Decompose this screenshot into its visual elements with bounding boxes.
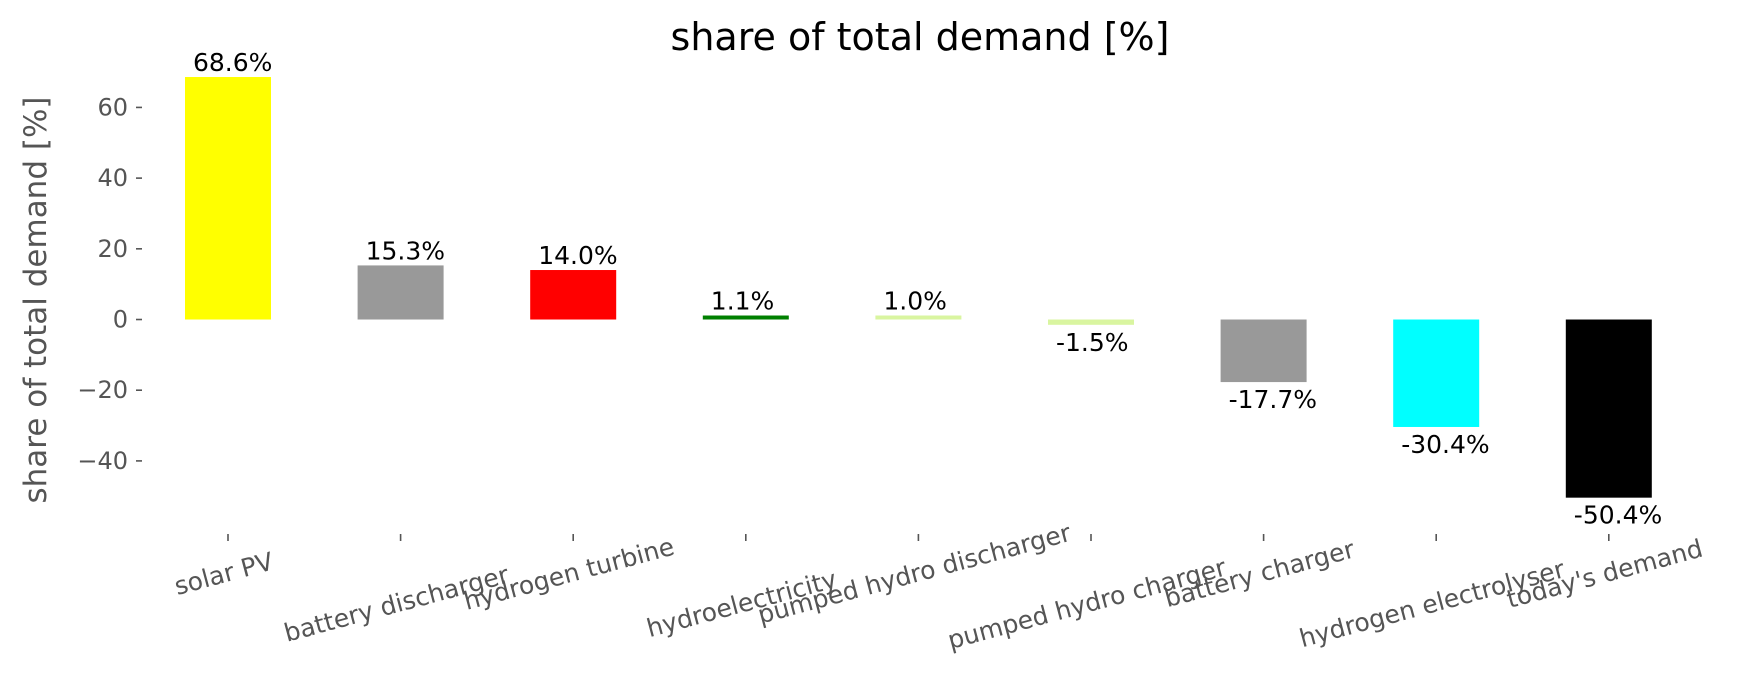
chart-title: share of total demand [%] (671, 15, 1170, 59)
data-label: -50.4% (1574, 501, 1662, 530)
y-tick-label: −40 (77, 447, 128, 475)
y-tick-label: 60 (97, 93, 128, 121)
bar (357, 265, 444, 320)
data-label: 15.3% (366, 236, 445, 265)
y-tick-label: 40 (97, 164, 128, 192)
bar (1565, 319, 1652, 498)
bar (185, 77, 271, 320)
bar (1220, 319, 1307, 383)
bar (875, 315, 962, 320)
bar (1393, 319, 1480, 427)
y-tick-label: 20 (97, 235, 128, 263)
data-label: -17.7% (1229, 385, 1317, 414)
data-label: 1.0% (883, 287, 947, 316)
bar-series (185, 77, 1652, 498)
data-label: 14.0% (538, 241, 617, 270)
bar (1048, 319, 1134, 325)
y-tick-label: −20 (77, 376, 128, 404)
data-label: -1.5% (1056, 328, 1129, 357)
x-tick-label: solar PV (171, 547, 276, 601)
data-labels: 68.6% 15.3% 14.0% 1.1% 1.0% -1.5% -17.7% -30.4%… (193, 48, 1662, 530)
bar (530, 270, 617, 320)
y-axis: −40 −20 0 20 40 60 (77, 93, 142, 475)
data-label: 68.6% (193, 48, 272, 77)
data-label: 1.1% (711, 287, 775, 316)
y-axis-label: share of total demand [%] (18, 96, 54, 503)
data-label: -30.4% (1401, 430, 1489, 459)
y-tick-label: 0 (113, 306, 128, 334)
bar (702, 315, 789, 320)
